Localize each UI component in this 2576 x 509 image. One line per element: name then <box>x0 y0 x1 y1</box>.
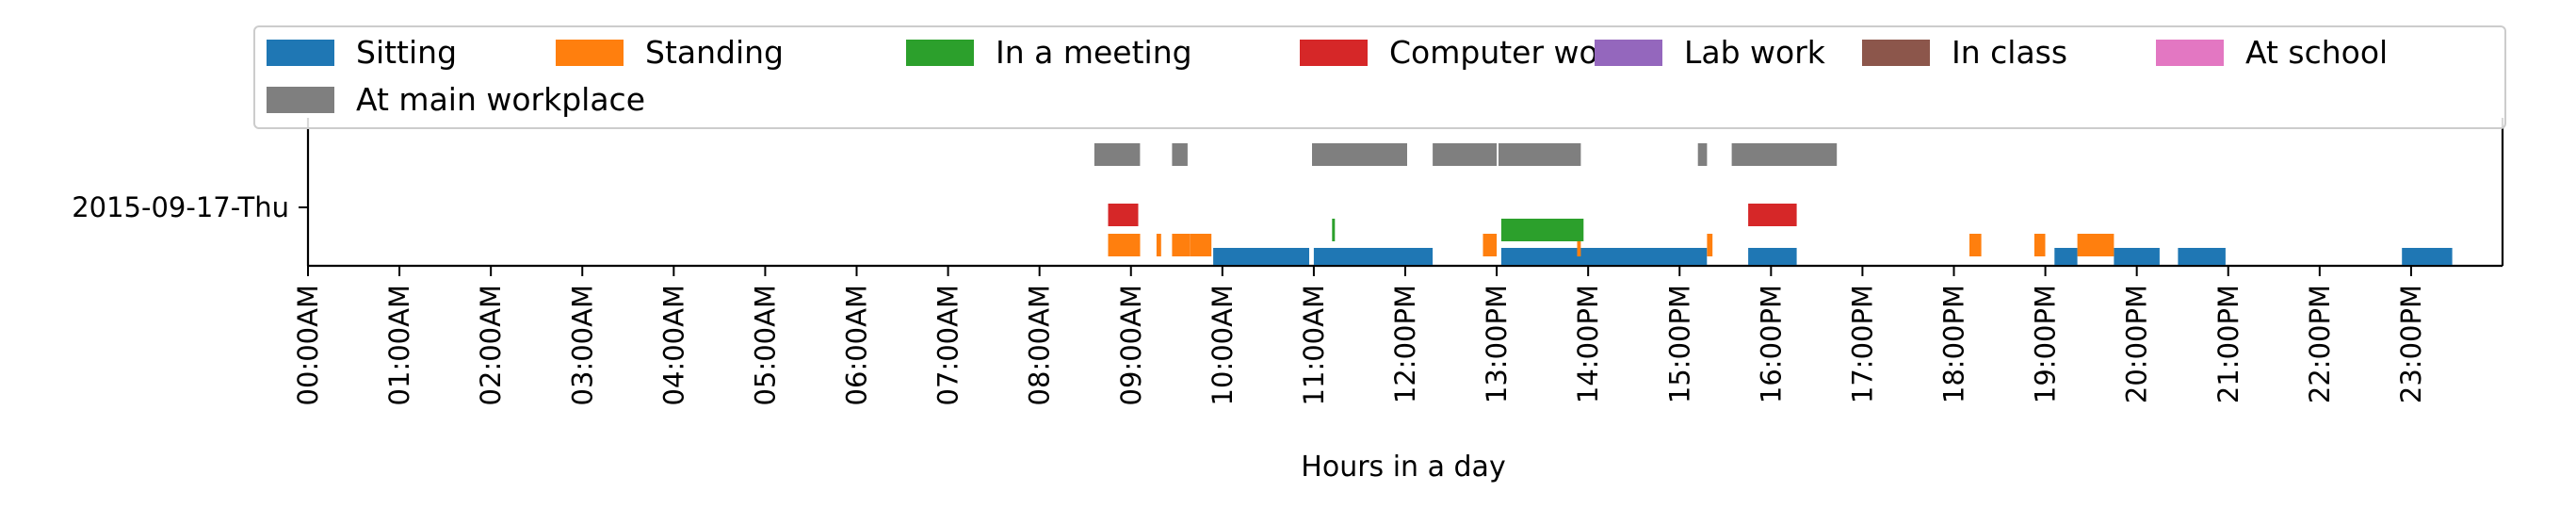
x-tick-label: 15:00PM <box>1663 285 1695 403</box>
legend-swatch <box>267 40 334 66</box>
bar-standing-1 <box>1156 234 1161 256</box>
bar-standing-6 <box>1707 234 1713 256</box>
x-tick-label: 21:00PM <box>2212 285 2244 403</box>
lane-labels: 2015-09-17-Thu <box>72 191 308 223</box>
legend-label: At school <box>2245 34 2388 71</box>
x-tick-label: 11:00AM <box>1298 285 1330 405</box>
legend-label: In class <box>1952 34 2067 71</box>
bar-at-main-workplace-6 <box>1731 143 1838 166</box>
x-tick-label: 19:00PM <box>2030 285 2062 403</box>
bar-computer-work-1 <box>1748 204 1797 226</box>
x-tick-label: 04:00AM <box>657 285 689 405</box>
bar-at-main-workplace-5 <box>1697 143 1708 166</box>
bar-at-main-workplace-2 <box>1312 143 1407 166</box>
x-tick-label: 08:00AM <box>1024 285 1056 405</box>
bar-sitting-3 <box>1748 248 1797 265</box>
bar-in-a-meeting-0 <box>1332 219 1336 241</box>
x-axis: 00:00AM 01:00AM 02:00AM 03:00AM 04:00AM 05:00… <box>292 266 2427 405</box>
bar-sitting-7 <box>2402 248 2453 265</box>
x-tick-label: 09:00AM <box>1115 285 1147 405</box>
legend-label: In a meeting <box>996 34 1192 71</box>
bar-at-main-workplace-1 <box>1172 143 1188 166</box>
x-tick-label: 06:00AM <box>841 285 873 405</box>
bar-standing-8 <box>2033 234 2046 256</box>
bar-computer-work-0 <box>1108 204 1139 226</box>
x-tick-label: 12:00PM <box>1389 285 1421 403</box>
x-tick-label: 10:00AM <box>1207 285 1239 405</box>
legend-label: At main workplace <box>356 81 645 118</box>
legend-swatch <box>1862 40 1930 66</box>
x-tick-label: 05:00AM <box>749 285 781 405</box>
x-tick-label: 16:00PM <box>1755 285 1787 403</box>
bar-sitting-1 <box>1313 248 1434 265</box>
legend-label: Lab work <box>1684 34 1826 71</box>
x-tick-label: 20:00PM <box>2121 285 2153 403</box>
bar-at-main-workplace-4 <box>1499 143 1581 166</box>
bar-sitting-2 <box>1500 248 1708 265</box>
x-tick-label: 14:00PM <box>1572 285 1604 403</box>
bar-standing-5 <box>1577 234 1581 256</box>
x-axis-label: Hours in a day <box>1301 451 1505 484</box>
x-tick-label: 13:00PM <box>1481 285 1513 403</box>
bar-in-a-meeting-1 <box>1500 219 1584 241</box>
x-tick-label: 01:00AM <box>383 285 415 405</box>
bar-at-main-workplace-3 <box>1433 143 1498 166</box>
legend-swatch <box>556 40 624 66</box>
bar-standing-3 <box>1190 234 1212 256</box>
bar-sitting-5 <box>2114 248 2160 265</box>
y-tick-label: 2015-09-17-Thu <box>72 191 289 223</box>
legend-swatch <box>906 40 974 66</box>
legend-label: Computer work <box>1389 34 1629 71</box>
x-tick-label: 02:00AM <box>475 285 507 405</box>
legend: Sitting Standing In a meeting Computer work… <box>253 25 2506 129</box>
x-tick-label: 17:00PM <box>1846 285 1878 403</box>
bar-sitting-6 <box>2178 248 2226 265</box>
bar-standing-0 <box>1108 234 1141 256</box>
legend-swatch <box>1595 40 1662 66</box>
legend-label: Standing <box>645 34 784 71</box>
legend-frame <box>253 25 2506 129</box>
bar-standing-9 <box>2077 234 2114 256</box>
bar-at-main-workplace-0 <box>1094 143 1141 166</box>
x-tick-label: 07:00AM <box>932 285 964 405</box>
legend-swatch <box>267 87 334 113</box>
plot-area <box>306 118 2504 268</box>
x-tick-label: 18:00PM <box>1938 285 1970 403</box>
bar-standing-2 <box>1172 234 1191 256</box>
legend-swatch <box>1300 40 1368 66</box>
legend-label: Sitting <box>356 34 457 71</box>
bar-standing-7 <box>1969 234 1982 256</box>
bar-sitting-4 <box>2054 248 2078 265</box>
x-tick-label: 22:00PM <box>2304 285 2336 403</box>
x-tick-label: 00:00AM <box>292 285 324 405</box>
bar-standing-4 <box>1482 234 1498 256</box>
legend-swatch <box>2156 40 2224 66</box>
bar-sitting-0 <box>1213 248 1309 265</box>
x-tick-label: 03:00AM <box>566 285 598 405</box>
x-tick-label: 23:00PM <box>2395 285 2427 403</box>
